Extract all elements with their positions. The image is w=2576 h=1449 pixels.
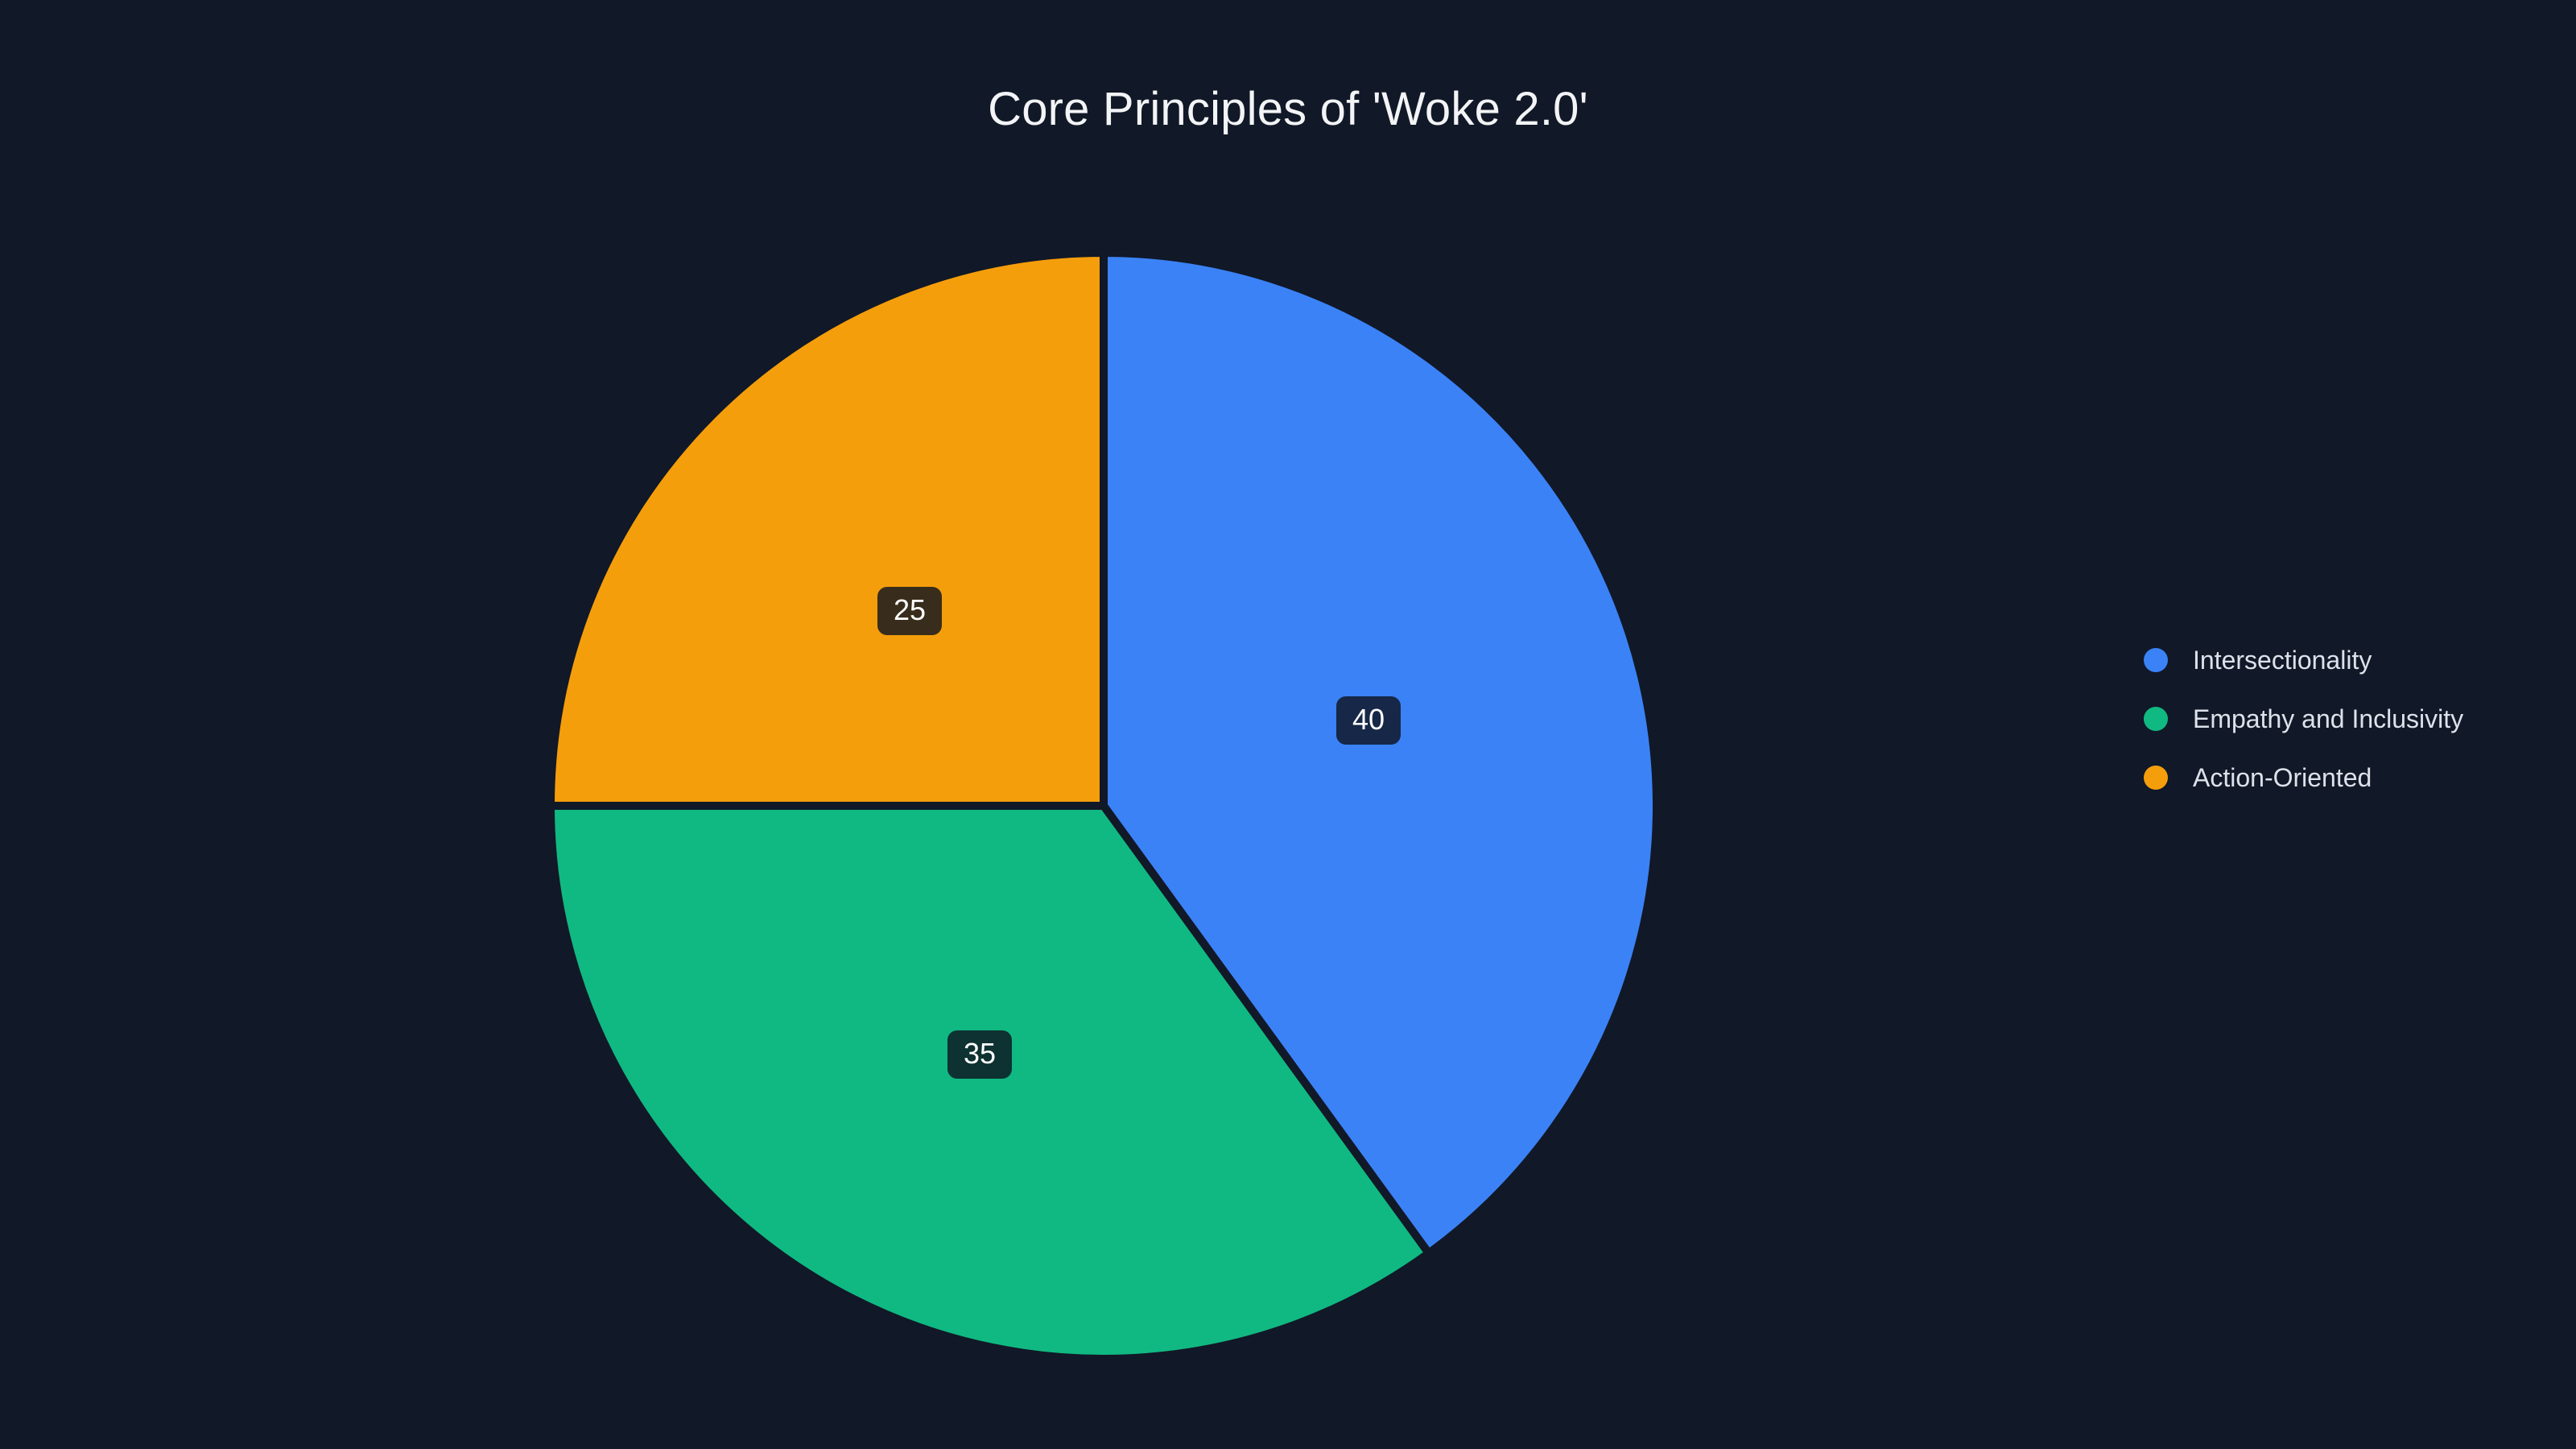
legend-item[interactable]: Intersectionality xyxy=(2144,646,2463,675)
chart-legend[interactable]: Intersectionality Empathy and Inclusivity… xyxy=(2144,646,2464,792)
pie-slice-value-label: 25 xyxy=(877,587,943,635)
chart-title: Core Principles of 'Woke 2.0' xyxy=(988,83,1588,135)
legend-item[interactable]: Action-Oriented xyxy=(2144,763,2463,792)
legend-color-dot-icon xyxy=(2144,707,2168,731)
legend-item-label: Action-Oriented xyxy=(2193,763,2372,792)
pie-slice[interactable] xyxy=(547,802,1433,1363)
legend-color-dot-icon xyxy=(2144,648,2168,672)
legend-item-label: Empathy and Inclusivity xyxy=(2193,704,2464,733)
pie-slice[interactable] xyxy=(547,249,1108,810)
legend-item[interactable]: Empathy and Inclusivity xyxy=(2144,704,2464,733)
legend-color-dot-icon xyxy=(2144,766,2168,790)
pie-slice-value-label: 35 xyxy=(947,1030,1013,1079)
legend-item-label: Intersectionality xyxy=(2193,646,2372,675)
pie-slice[interactable] xyxy=(1100,249,1661,1257)
pie-slice-value-label: 40 xyxy=(1335,696,1402,745)
